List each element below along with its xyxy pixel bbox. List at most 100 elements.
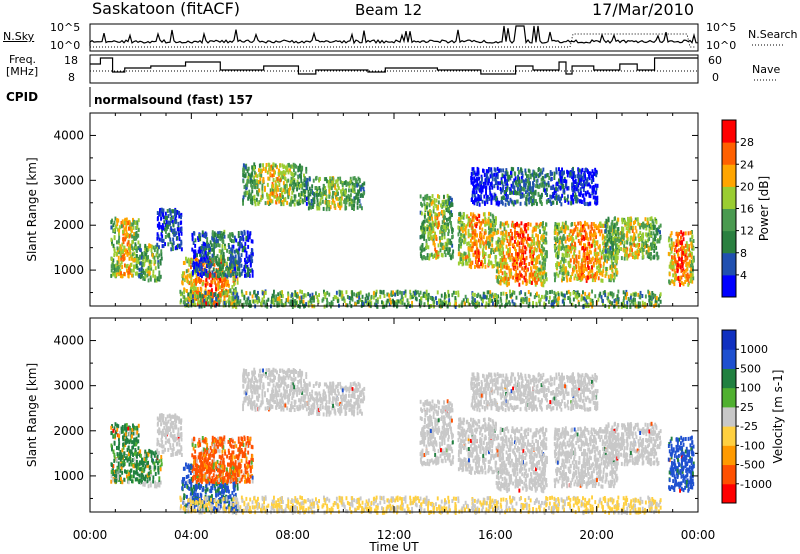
- power-cell: [514, 200, 516, 204]
- power-cell: [659, 236, 661, 240]
- power-cell: [482, 248, 484, 252]
- power-cell: [608, 230, 610, 234]
- power-cell: [463, 223, 465, 227]
- power-cell: [147, 274, 149, 278]
- power-cell: [212, 233, 214, 237]
- power-cell: [213, 238, 215, 242]
- power-cell: [486, 169, 488, 173]
- power-cell: [646, 250, 648, 254]
- power-cell: [146, 248, 148, 252]
- power-cell: [440, 248, 442, 252]
- power-cell: [157, 211, 159, 215]
- power-cell: [318, 186, 320, 190]
- power-cell: [554, 172, 556, 176]
- power-cell: [427, 253, 429, 257]
- power-cell: [570, 236, 572, 240]
- power-cell: [524, 223, 526, 227]
- power-cell: [328, 207, 330, 211]
- power-cell: [342, 183, 344, 187]
- power-cell: [484, 260, 486, 264]
- power-cell: [501, 240, 503, 244]
- power-cell: [577, 174, 579, 178]
- power-cell: [492, 177, 494, 181]
- power-cell: [313, 179, 315, 183]
- power-cell: [550, 186, 552, 190]
- power-cell: [251, 255, 253, 259]
- power-cell: [219, 249, 221, 253]
- power-cell: [615, 255, 617, 259]
- power-cell: [117, 219, 119, 223]
- power-cell: [507, 194, 509, 198]
- power-cell: [522, 281, 524, 285]
- power-cell: [450, 256, 452, 260]
- power-cell: [217, 239, 219, 243]
- power-cell: [340, 198, 342, 202]
- power-cell: [600, 222, 602, 226]
- power-cell: [260, 168, 262, 172]
- power-cell: [476, 252, 478, 256]
- power-cell: [471, 198, 473, 202]
- power-cell: [322, 200, 324, 204]
- power-cell: [642, 248, 644, 252]
- power-cell: [195, 257, 197, 261]
- power-cell: [536, 172, 538, 176]
- power-cell: [126, 218, 128, 222]
- power-cell: [235, 254, 237, 258]
- power-cell: [277, 177, 279, 181]
- power-cell: [243, 163, 245, 167]
- power-cell: [239, 245, 241, 249]
- power-cell: [461, 253, 463, 257]
- power-cell: [525, 178, 527, 182]
- power-cell: [458, 247, 460, 251]
- power-cell: [273, 162, 275, 166]
- power-cell: [496, 202, 498, 206]
- power-cell: [426, 245, 428, 249]
- power-cell: [278, 169, 280, 173]
- power-cell: [241, 232, 243, 236]
- power-cell: [443, 216, 445, 220]
- power-cell: [221, 239, 223, 243]
- power-cell: [205, 251, 207, 255]
- power-cell: [131, 235, 133, 239]
- power-cell: [651, 216, 653, 220]
- power-cell: [258, 168, 260, 172]
- power-cell: [535, 270, 537, 274]
- power-cell: [527, 174, 529, 178]
- power-cell: [570, 259, 572, 263]
- power-cell: [550, 177, 552, 181]
- power-cell: [522, 243, 524, 247]
- power-cell: [476, 240, 478, 244]
- power-cell: [323, 207, 325, 211]
- power-cell: [576, 258, 578, 262]
- power-cell: [589, 258, 591, 262]
- power-cell: [218, 263, 220, 267]
- power-cell: [650, 231, 652, 235]
- power-cell: [591, 180, 593, 184]
- power-cell: [224, 259, 226, 263]
- power-cell: [265, 169, 267, 173]
- power-cell: [129, 234, 131, 238]
- power-cell: [587, 169, 589, 173]
- power-cell: [328, 202, 330, 206]
- power-cell: [125, 233, 127, 237]
- power-cell: [424, 215, 426, 219]
- power-cell: [304, 176, 306, 180]
- power-cell: [166, 216, 168, 220]
- power-cell: [253, 195, 255, 199]
- power-cell: [511, 201, 513, 205]
- power-cell: [223, 283, 225, 287]
- power-cell: [579, 241, 581, 245]
- power-cell: [288, 163, 290, 167]
- power-cell: [510, 171, 512, 175]
- power-cell: [298, 202, 300, 206]
- power-cell: [604, 229, 606, 233]
- power-cell: [518, 283, 520, 287]
- power-cell: [641, 223, 643, 227]
- power-cell: [510, 239, 512, 243]
- power-cell: [653, 255, 655, 259]
- power-cell: [290, 171, 292, 175]
- power-cell: [174, 228, 176, 232]
- power-cell: [194, 244, 196, 248]
- power-cell: [328, 195, 330, 199]
- power-cell: [322, 190, 324, 194]
